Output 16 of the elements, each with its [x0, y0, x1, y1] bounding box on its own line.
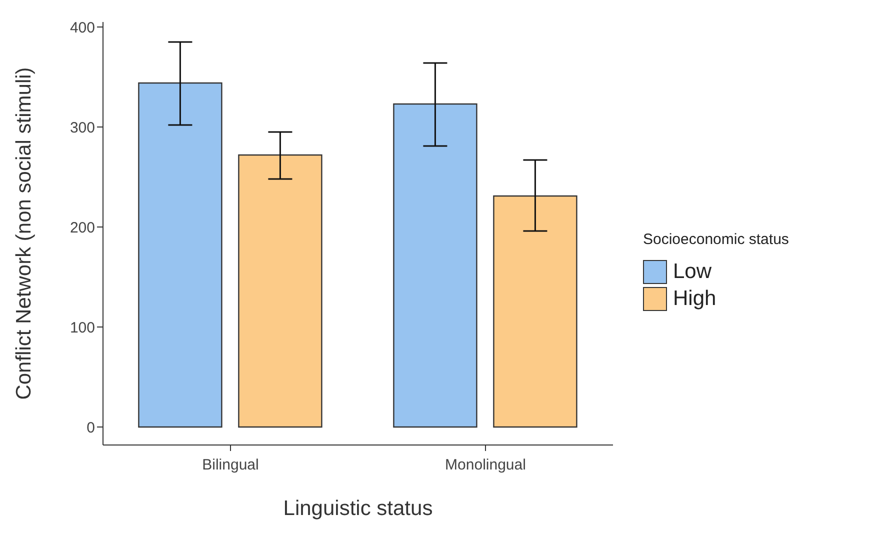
y-tick-label: 300	[70, 119, 95, 136]
x-tick-label: Monolingual	[445, 456, 526, 474]
y-tick-label: 400	[70, 19, 95, 36]
y-tick-label: 100	[70, 319, 95, 336]
bar	[138, 82, 222, 428]
x-tick-label: Bilingual	[202, 456, 259, 474]
bar	[393, 103, 478, 428]
legend-label: High	[672, 286, 718, 312]
y-tick-label: 0	[86, 419, 95, 436]
bar	[493, 195, 578, 428]
y-tick-label: 200	[70, 219, 95, 236]
legend-label: Low	[672, 258, 713, 284]
legend-title: Socioeconomic status	[643, 231, 790, 248]
bar	[238, 154, 322, 428]
y-axis-title: Conflict Network (non social stimuli)	[12, 67, 36, 400]
x-axis-title: Linguistic status	[283, 497, 433, 520]
